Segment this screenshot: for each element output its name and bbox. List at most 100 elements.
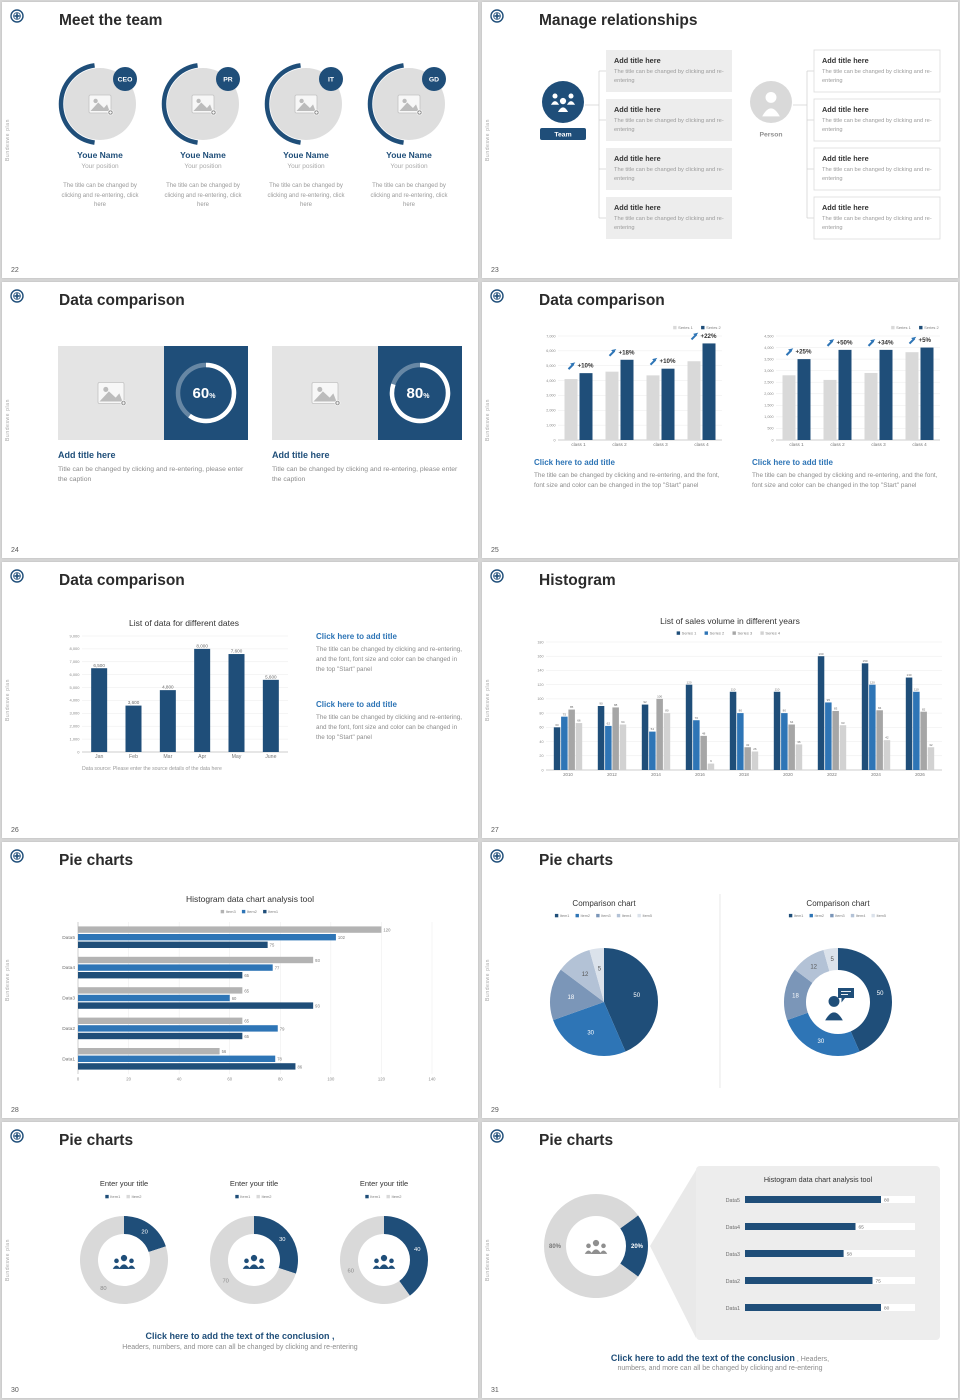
- bar-segment: [788, 724, 795, 770]
- slide-25-data-comparison-charts[interactable]: Bundeswe plan Data comparison Series 1 Se…: [482, 282, 958, 558]
- legend-label: Item2: [132, 1194, 143, 1199]
- x-tick-label: class 2: [612, 442, 627, 447]
- pie-slice: [544, 1194, 639, 1298]
- legend-swatch: [701, 325, 705, 330]
- ring-progress: [188, 362, 237, 424]
- x-tick-label: Apr: [198, 754, 206, 760]
- bar-segment: [745, 1304, 881, 1311]
- bar-value-label: 66: [577, 719, 581, 723]
- x-tick-label: 2026: [915, 772, 925, 777]
- legend-swatch: [220, 909, 225, 914]
- growth-callout: +18%: [619, 349, 635, 356]
- pie-slice: [550, 969, 604, 1021]
- slide-29-pie-charts-comparison[interactable]: Bundeswe plan Pie charts Comparison char…: [482, 842, 958, 1118]
- slide-31-pie-charts-funnel[interactable]: Bundeswe plan Pie charts 20% 80% Histogram…: [482, 1122, 958, 1398]
- bar-value-label: 95: [827, 698, 831, 702]
- bar-value-label: 3,600: [128, 700, 140, 705]
- y-tick-label: 1,500: [764, 404, 773, 408]
- bar-segment: [920, 347, 934, 440]
- legend-swatch: [105, 1194, 109, 1199]
- person-icon: [389, 1258, 394, 1264]
- person-icon: [250, 1254, 258, 1262]
- crest-logo: [490, 569, 504, 583]
- x-tick-label: 2014: [651, 772, 661, 777]
- legend-swatch: [235, 1194, 239, 1199]
- crest-logo-icon: [490, 568, 504, 584]
- bar-value-label: 65: [859, 1225, 865, 1231]
- slide-26-data-comparison-bar[interactable]: Bundeswe plan Data comparison List of da…: [2, 562, 478, 838]
- x-tick-label: class 4: [912, 442, 927, 447]
- slide-30-pie-charts-donuts[interactable]: Bundeswe plan Pie charts Enter your titl…: [2, 1122, 478, 1398]
- bar-segment: [646, 375, 660, 440]
- pie-slice: [384, 1216, 428, 1296]
- conclusion-line2: numbers, and more can all be changed by …: [617, 1365, 823, 1372]
- growth-arrow-icon: [911, 336, 917, 341]
- relation-box-text: The title can be changed by clicking and…: [614, 216, 724, 231]
- bar-value-label: 82: [922, 707, 926, 711]
- bar-segment: [861, 663, 869, 770]
- member-position: Your position: [390, 163, 428, 170]
- chart-caption-text: The title can be changed by clicking and…: [752, 472, 938, 489]
- slide-28-pie-charts-hbar[interactable]: Bundeswe plan Pie charts Histogram data …: [2, 842, 478, 1118]
- panel-caption-text: Title can be changed by clicking and re-…: [272, 466, 458, 484]
- chart-title: Comparison chart: [806, 899, 870, 908]
- slide-24-data-comparison[interactable]: Bundeswe plan Data comparison 60% 80% Add…: [2, 282, 478, 558]
- conclusion-line1: Click here to add the text of the conclu…: [482, 1348, 958, 1366]
- person-icon: [374, 1258, 379, 1264]
- crest-logo: [10, 569, 24, 583]
- slide-title: Data comparison: [59, 292, 185, 309]
- relation-box-title: Add title here: [822, 154, 869, 163]
- bar-segment: [661, 368, 675, 440]
- x-tick-label: class 1: [571, 442, 586, 447]
- slide-canvas: List of sales volume in different years S…: [537, 616, 942, 777]
- legend-swatch: [637, 913, 641, 918]
- y-tick-label: 6,000: [546, 349, 555, 353]
- bar-value-label: 65: [244, 1019, 249, 1024]
- bar-value-label: 26: [753, 747, 757, 751]
- person-icon: [552, 93, 558, 99]
- pie-slice: [604, 948, 658, 1052]
- bar-segment: [78, 926, 382, 933]
- y-tick-label: 0: [771, 438, 773, 442]
- legend-swatch: [704, 631, 708, 635]
- slide-22-meet-the-team[interactable]: Bundeswe plan Meet the team CEO PR IT GD Yo…: [2, 2, 478, 278]
- bar-value-label: 150: [863, 659, 868, 663]
- category-label: Data1: [62, 1056, 75, 1062]
- member-name: Youe Name: [283, 150, 329, 160]
- category-label: Data2: [62, 1026, 75, 1032]
- y-tick-label: 0: [553, 438, 555, 442]
- slide-23-manage-relationships[interactable]: Bundeswe plan Manage relationships Team P…: [482, 2, 958, 278]
- bar-segment: [78, 956, 314, 964]
- person-icon: [120, 1254, 128, 1262]
- y-tick-label: 5,000: [546, 364, 555, 368]
- role-badge-label: GD: [429, 76, 439, 83]
- x-tick-label: Jan: [95, 754, 103, 760]
- slide-title: Meet the team: [59, 12, 163, 29]
- bar-value-label: 160: [819, 652, 824, 656]
- x-tick-label: 2022: [827, 772, 837, 777]
- legend-swatch: [616, 913, 621, 918]
- legend-swatch: [676, 631, 681, 635]
- x-tick-label: class 1: [789, 442, 804, 447]
- pie-slice: [254, 1216, 298, 1274]
- bar-segment: [78, 1017, 243, 1024]
- avatar-arc: [367, 63, 404, 145]
- bar-value-label: 56: [222, 1049, 227, 1054]
- growth-callout: +5%: [919, 337, 932, 344]
- chart-title: Comparison chart: [572, 899, 636, 908]
- legend-label: Series 1: [682, 631, 697, 636]
- bar-segment: [839, 725, 847, 770]
- slide-title: Pie charts: [539, 1132, 614, 1149]
- member-description: The title can be changed by clicking and…: [61, 183, 139, 209]
- slide-number: 28: [11, 1107, 19, 1114]
- x-tick-label: Feb: [129, 754, 138, 760]
- slide-27-histogram[interactable]: Bundeswe plan Histogram List of sales vo…: [482, 562, 958, 838]
- x-tick-label: 2016: [695, 772, 705, 777]
- pie-slice: [80, 1216, 168, 1304]
- text-block-title: Click here to add title: [316, 700, 397, 709]
- crest-logo-icon: [490, 288, 504, 304]
- slide-title: Data comparison: [539, 292, 665, 309]
- relation-box-title: Add title here: [822, 105, 869, 114]
- bar-value-label: 75: [270, 943, 275, 948]
- bar-value-label: 70: [695, 716, 699, 720]
